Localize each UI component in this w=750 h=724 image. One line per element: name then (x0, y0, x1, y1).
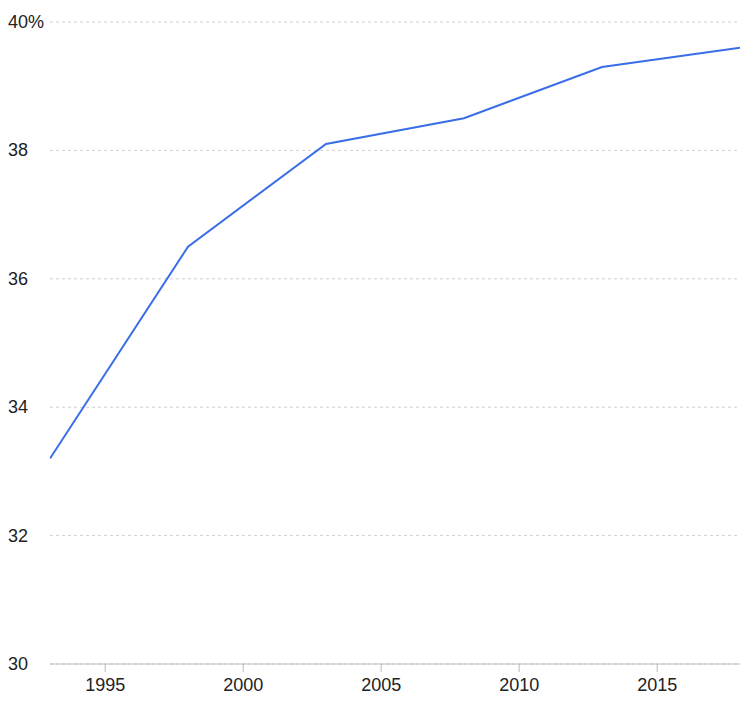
svg-text:2010: 2010 (499, 675, 539, 695)
svg-text:1995: 1995 (85, 675, 125, 695)
svg-text:30: 30 (8, 654, 28, 674)
svg-text:40%: 40% (8, 12, 44, 32)
svg-text:32: 32 (8, 526, 28, 546)
svg-text:36: 36 (8, 269, 28, 289)
svg-text:2015: 2015 (637, 675, 677, 695)
svg-text:2005: 2005 (361, 675, 401, 695)
svg-text:2000: 2000 (223, 675, 263, 695)
svg-text:34: 34 (8, 397, 28, 417)
svg-text:38: 38 (8, 140, 28, 160)
